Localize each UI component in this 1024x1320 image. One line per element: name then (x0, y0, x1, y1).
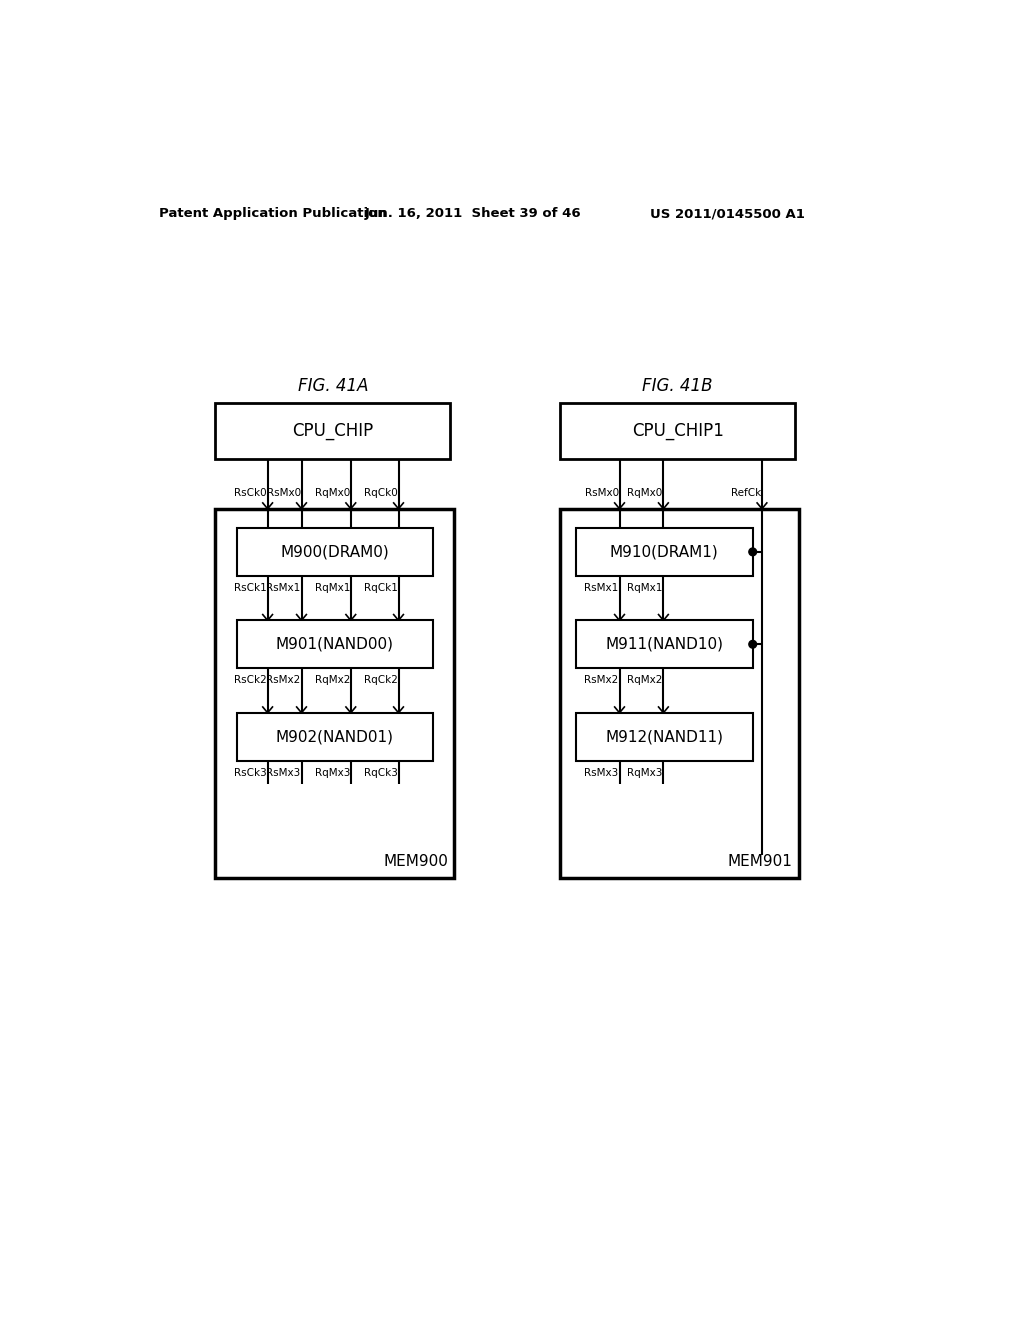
Text: RqCk3: RqCk3 (364, 768, 397, 777)
Text: Patent Application Publication: Patent Application Publication (159, 207, 387, 220)
FancyBboxPatch shape (575, 713, 753, 760)
Text: RqMx3: RqMx3 (314, 768, 350, 777)
Text: RqMx0: RqMx0 (628, 488, 663, 499)
Text: Jun. 16, 2011  Sheet 39 of 46: Jun. 16, 2011 Sheet 39 of 46 (365, 207, 582, 220)
Text: MEM901: MEM901 (728, 854, 793, 869)
Text: FIG. 41B: FIG. 41B (642, 376, 713, 395)
Text: RqMx2: RqMx2 (314, 676, 350, 685)
Text: RsMx1: RsMx1 (585, 583, 618, 593)
Text: RqMx0: RqMx0 (314, 488, 350, 499)
Text: FIG. 41A: FIG. 41A (298, 376, 369, 395)
Text: CPU_CHIP: CPU_CHIP (292, 422, 374, 440)
FancyBboxPatch shape (237, 620, 433, 668)
Text: RsMx2: RsMx2 (266, 676, 301, 685)
FancyBboxPatch shape (575, 528, 753, 576)
Text: M912(NAND11): M912(NAND11) (605, 729, 723, 744)
FancyBboxPatch shape (237, 528, 433, 576)
Text: RsCk0: RsCk0 (234, 488, 267, 499)
Text: RsMx1: RsMx1 (266, 583, 301, 593)
Text: US 2011/0145500 A1: US 2011/0145500 A1 (650, 207, 805, 220)
Text: M911(NAND10): M911(NAND10) (605, 636, 723, 652)
Text: CPU_CHIP1: CPU_CHIP1 (632, 422, 724, 440)
Text: M910(DRAM1): M910(DRAM1) (610, 544, 719, 560)
Text: RsCk1: RsCk1 (234, 583, 267, 593)
Text: RqCk1: RqCk1 (364, 583, 397, 593)
Text: RsCk2: RsCk2 (234, 676, 267, 685)
Text: RsMx0: RsMx0 (585, 488, 618, 499)
FancyBboxPatch shape (575, 620, 753, 668)
Text: M900(DRAM0): M900(DRAM0) (281, 544, 389, 560)
Circle shape (749, 548, 757, 556)
Text: RsMx0: RsMx0 (266, 488, 301, 499)
Text: RqCk0: RqCk0 (364, 488, 397, 499)
Text: RsMx2: RsMx2 (585, 676, 618, 685)
Text: RsMx3: RsMx3 (585, 768, 618, 777)
Text: RqMx3: RqMx3 (628, 768, 663, 777)
Text: RsMx3: RsMx3 (266, 768, 301, 777)
FancyBboxPatch shape (560, 404, 795, 459)
FancyBboxPatch shape (215, 404, 451, 459)
Text: RefCk: RefCk (731, 488, 761, 499)
FancyBboxPatch shape (560, 508, 799, 878)
Text: RqCk2: RqCk2 (364, 676, 397, 685)
Circle shape (749, 640, 757, 648)
Text: RsCk3: RsCk3 (234, 768, 267, 777)
Text: RqMx1: RqMx1 (628, 583, 663, 593)
FancyBboxPatch shape (215, 508, 454, 878)
FancyBboxPatch shape (237, 713, 433, 760)
Text: M902(NAND01): M902(NAND01) (276, 729, 394, 744)
Text: RqMx1: RqMx1 (314, 583, 350, 593)
Text: RqMx2: RqMx2 (628, 676, 663, 685)
Text: M901(NAND00): M901(NAND00) (276, 636, 394, 652)
Text: MEM900: MEM900 (383, 854, 447, 869)
